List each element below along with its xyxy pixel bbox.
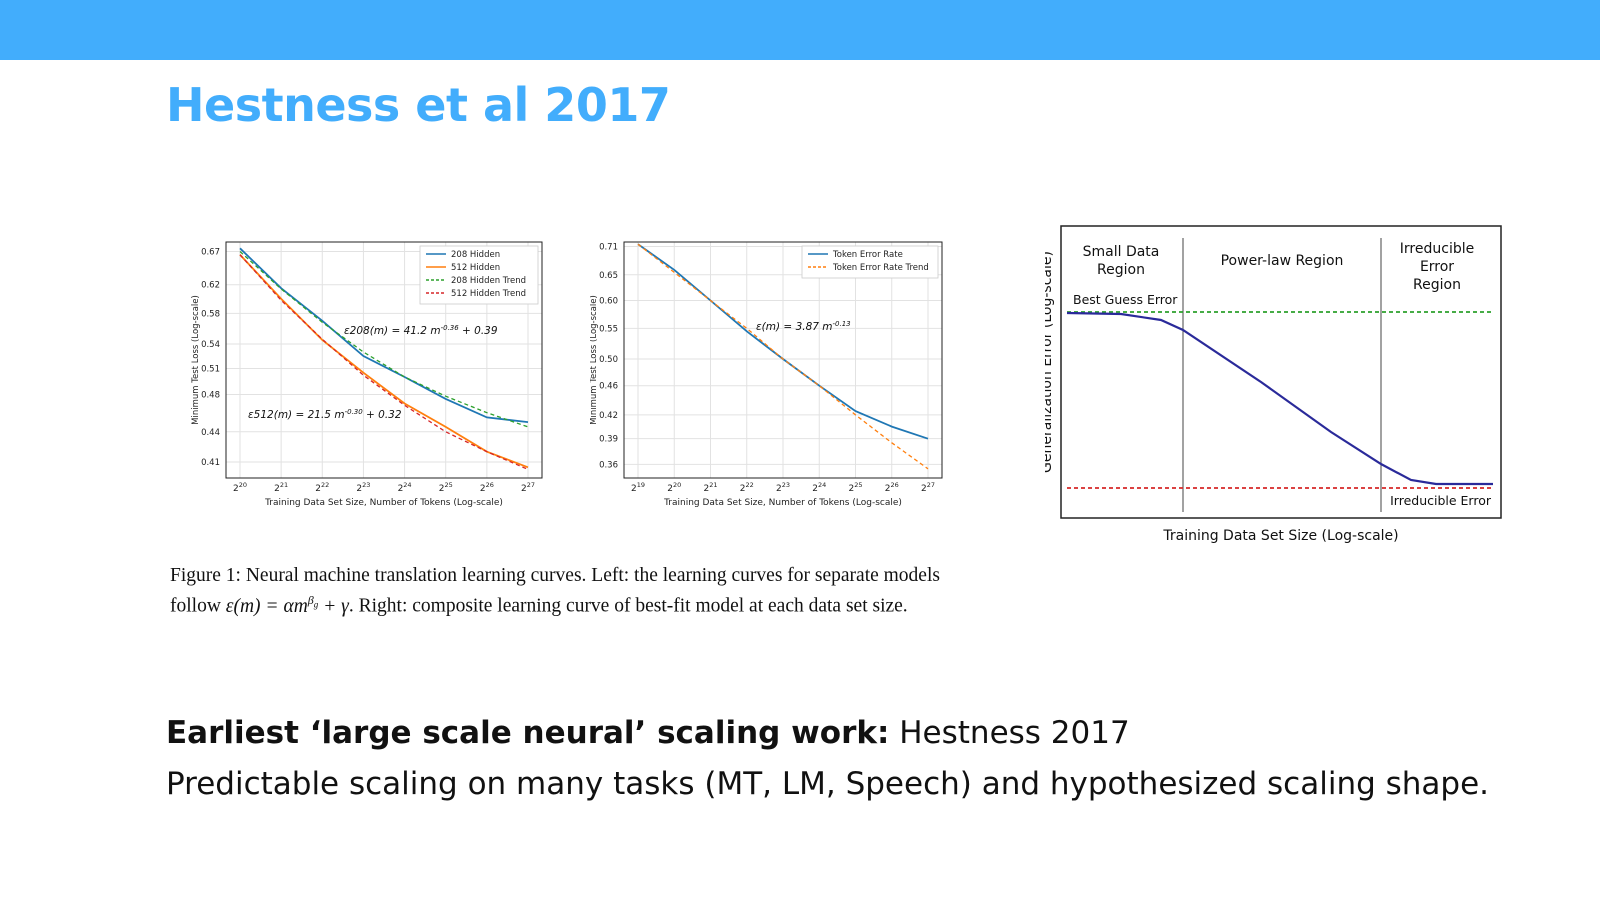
x-tick-label: 221	[703, 481, 717, 494]
equation-annotation: ε208(m) = 41.2 m-0.36 + 0.39	[344, 324, 498, 337]
x-tick-label: 227	[921, 481, 935, 494]
y-tick-label: 0.50	[599, 355, 618, 365]
caption-line-2: follow ε(m) = αmβg + γ. Right: composite…	[170, 588, 1030, 619]
x-axis-label: Training Data Set Size, Number of Tokens…	[264, 498, 503, 508]
legend-label: 208 Hidden	[451, 250, 500, 260]
x-tick-label: 219	[631, 481, 645, 494]
x-tick-label: 221	[274, 481, 288, 494]
diagram-frame	[1060, 225, 1502, 519]
y-tick-label: 0.67	[201, 247, 220, 257]
x-tick-label: 222	[315, 481, 329, 494]
summary-line-2: Predictable scaling on many tasks (MT, L…	[166, 766, 1490, 802]
irreducible-error-region-label: Region	[1413, 277, 1461, 293]
legend-label: Token Error Rate	[832, 250, 903, 260]
x-tick-label: 226	[480, 481, 494, 494]
slide-title: Hestness et al 2017	[166, 78, 671, 132]
x-tick-label: 227	[521, 481, 535, 494]
y-tick-label: 0.41	[201, 458, 220, 468]
irreducible-error-region-label: Irreducible	[1400, 241, 1474, 257]
y-tick-label: 0.36	[599, 460, 618, 470]
y-tick-label: 0.71	[599, 242, 618, 252]
x-tick-label: 224	[398, 481, 412, 494]
y-tick-label: 0.55	[599, 324, 618, 334]
header-bar	[0, 0, 1600, 60]
power-law-region-label: Power-law Region	[1221, 253, 1344, 269]
x-tick-label: 224	[812, 481, 826, 494]
caption-suffix: . Right: composite learning curve of bes…	[348, 595, 908, 617]
equation-annotation: ε512(m) = 21.5 m-0.30 + 0.32	[248, 408, 402, 421]
generalization-error-curve	[1066, 311, 1493, 486]
caption-line-1: Figure 1: Neural machine translation lea…	[170, 565, 940, 586]
summary-line-1: Earliest ‘large scale neural’ scaling wo…	[166, 715, 1130, 751]
summary-bold-rest: Hestness 2017	[889, 715, 1130, 751]
plot-frame	[623, 241, 943, 479]
equation-annotation: ε(m) = 3.87 m-0.13	[756, 320, 851, 333]
y-tick-label: 0.39	[599, 435, 618, 445]
left-learning-curve-chart: 220 221 222 223 224 225 226 227 0.41 0.44 0.48 0.51…	[191, 241, 543, 508]
summary-bold-label: Earliest ‘large scale neural’ scaling wo…	[166, 715, 890, 751]
x-axis-label: Training Data Set Size (Log-scale)	[1162, 528, 1398, 544]
legend-box	[801, 245, 939, 279]
best-guess-error-label: Best Guess Error	[1073, 292, 1178, 307]
figure-caption: Figure 1: Neural machine translation lea…	[170, 564, 1030, 619]
irreducible-error-label: Irreducible Error	[1390, 493, 1492, 508]
legend-box	[419, 245, 539, 305]
y-axis-label: Minimum Test Loss (Log-scale)	[590, 295, 599, 425]
x-tick-label: 223	[776, 481, 790, 494]
y-tick-label: 0.54	[201, 340, 220, 350]
hypothesized-scaling-diagram: Small Data Region Power-law Region Irreduci…	[1045, 225, 1502, 544]
y-tick-label: 0.65	[599, 271, 618, 281]
x-tick-label: 226	[885, 481, 899, 494]
x-tick-label: 222	[740, 481, 754, 494]
small-data-region-label: Region	[1097, 262, 1145, 278]
y-tick-label: 0.60	[599, 296, 618, 306]
legend-label: 208 Hidden Trend	[451, 276, 526, 286]
plot-frame	[225, 241, 543, 479]
series-line-512-hidden	[239, 254, 529, 469]
x-tick-label: 220	[233, 481, 247, 494]
y-tick-label: 0.46	[599, 382, 618, 392]
series-line-512-hidden-trend	[239, 254, 529, 470]
y-tick-label: 0.58	[201, 309, 220, 319]
y-axis-label: Minimum Test Loss (Log-scale)	[191, 295, 201, 425]
caption-prefix: follow	[170, 595, 226, 617]
y-tick-label: 0.51	[201, 364, 220, 374]
series-line-208-hidden-trend	[239, 251, 529, 428]
irreducible-error-region-label: Error	[1420, 259, 1454, 275]
y-axis-label: Generalization Error (Log-scale)	[1045, 251, 1055, 473]
caption-formula: ε(m) = αmβg + γ	[225, 593, 349, 617]
legend-label: Token Error Rate Trend	[832, 263, 929, 273]
y-tick-label: 0.44	[201, 428, 220, 438]
legend-label: 512 Hidden Trend	[451, 289, 526, 299]
x-tick-label: 223	[356, 481, 370, 494]
x-axis-label: Training Data Set Size, Number of Tokens…	[663, 498, 902, 508]
x-tick-label: 225	[848, 481, 862, 494]
y-tick-label: 0.42	[599, 411, 618, 421]
x-tick-label: 220	[667, 481, 681, 494]
y-tick-label: 0.48	[201, 390, 220, 400]
legend-label: 512 Hidden	[451, 263, 500, 273]
series-line-token-error-rate-trend	[637, 243, 929, 470]
small-data-region-label: Small Data	[1083, 244, 1160, 260]
x-tick-label: 225	[439, 481, 453, 494]
middle-learning-curve-chart: 219 220 221 222 223 224 225 226 227 0.36 0.39 0.42 0…	[590, 241, 943, 508]
y-tick-label: 0.62	[201, 281, 220, 291]
